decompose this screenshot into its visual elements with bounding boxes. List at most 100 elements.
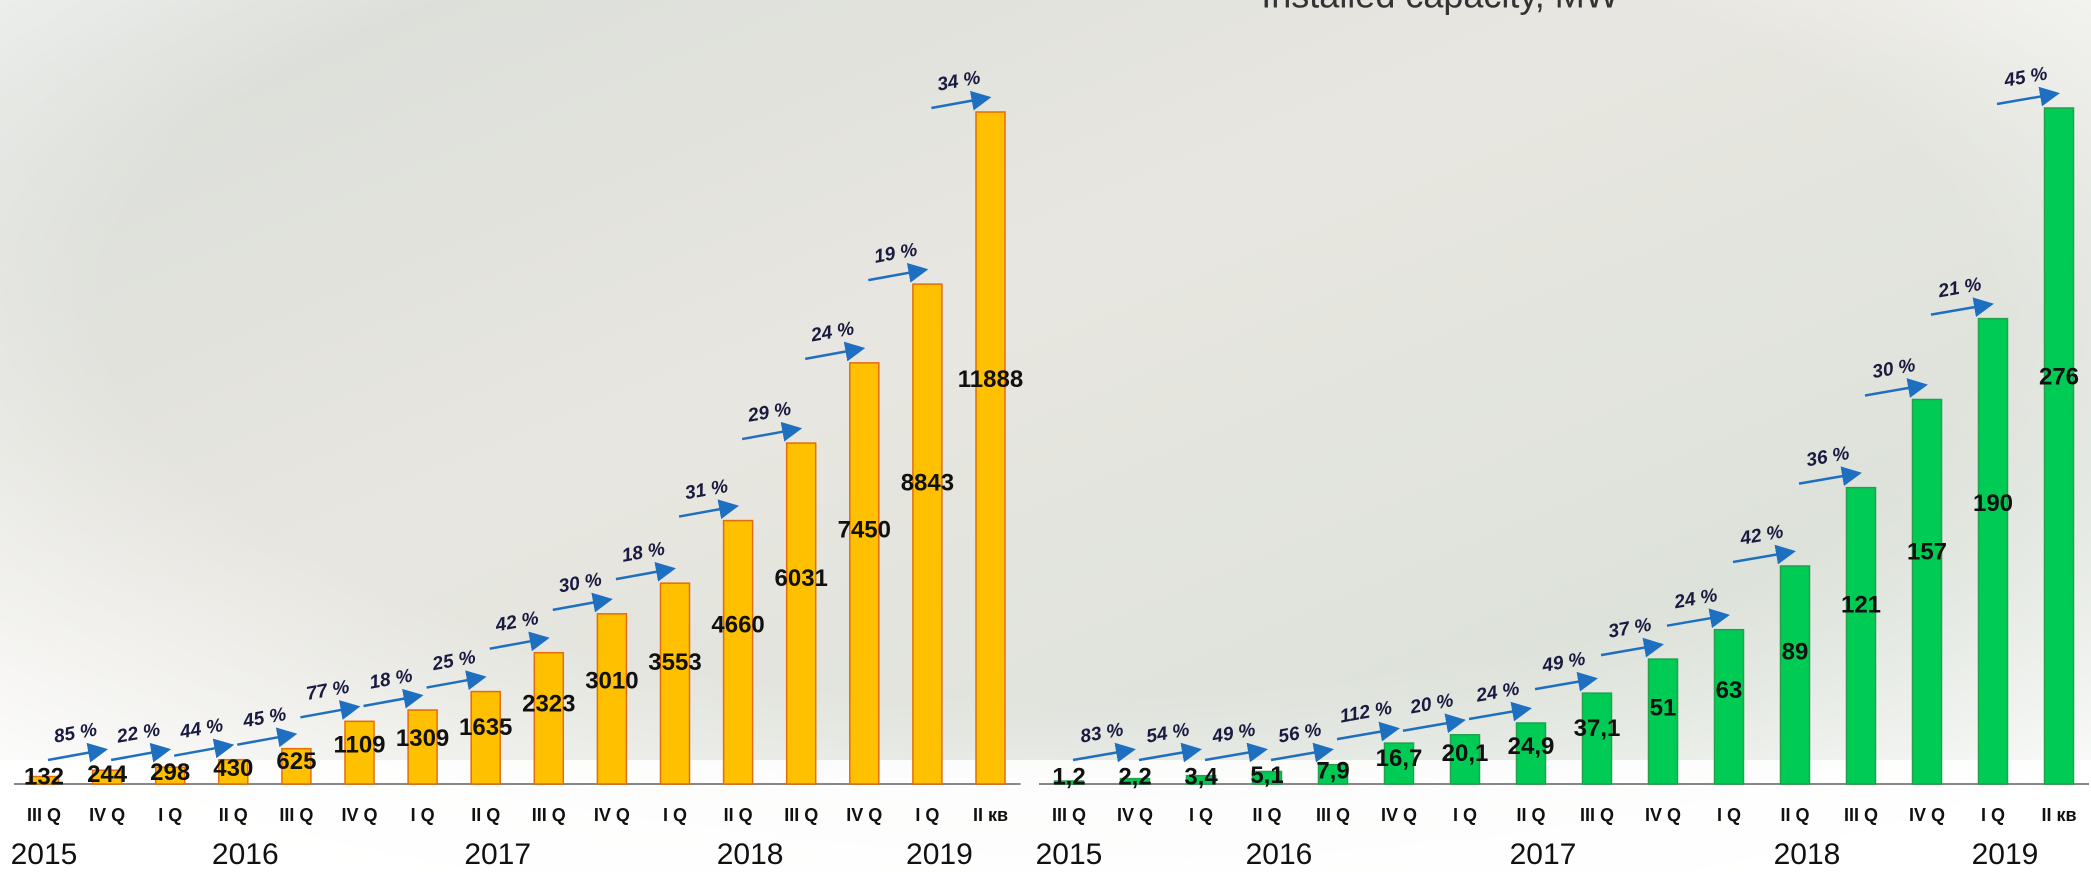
bar xyxy=(154,766,186,785)
year-label: 2019 xyxy=(1972,838,2039,871)
value-label: 3553 xyxy=(648,649,701,676)
growth-arrow xyxy=(1336,721,1400,742)
bar xyxy=(1317,763,1349,785)
x-tick-label: III Q xyxy=(27,805,61,825)
growth-arrow xyxy=(1138,742,1202,763)
bar xyxy=(1383,742,1415,785)
growth-arrow xyxy=(1798,466,1862,487)
growth-arrow xyxy=(1864,378,1928,398)
value-label: 1109 xyxy=(333,732,385,759)
growth-arrow xyxy=(110,742,172,763)
value-label: 7450 xyxy=(838,517,891,544)
growth-arrow xyxy=(804,341,866,362)
value-label: 3010 xyxy=(585,667,638,694)
growth-arrow xyxy=(1996,86,2060,107)
value-label: 5,1 xyxy=(1250,762,1283,789)
x-tick-label: I Q xyxy=(1717,805,1741,825)
growth-arrow xyxy=(1666,608,1730,629)
value-label: 2323 xyxy=(522,691,575,718)
x-tick-label: IV Q xyxy=(1117,805,1153,825)
x-tick-label: IV Q xyxy=(846,805,882,825)
bar xyxy=(28,775,60,785)
x-tick-label: IV Q xyxy=(89,805,125,825)
value-label: 11888 xyxy=(958,366,1023,393)
bar xyxy=(596,613,628,785)
x-tick-label: III Q xyxy=(1844,805,1878,825)
year-label: 2015 xyxy=(1036,838,1103,871)
value-label: 63 xyxy=(1716,677,1743,704)
value-label: 190 xyxy=(1973,490,2013,517)
growth-arrow xyxy=(1468,701,1532,722)
x-tick-label: I Q xyxy=(663,805,687,825)
x-tick-label: II Q xyxy=(724,805,753,825)
bar xyxy=(470,690,501,785)
growth-arrow xyxy=(868,262,929,283)
growth-arrow xyxy=(1732,544,1796,565)
x-tick-label: III Q xyxy=(1052,805,1086,825)
value-label: 1635 xyxy=(459,714,512,741)
value-label: 244 xyxy=(87,761,128,788)
bar xyxy=(1185,774,1217,785)
value-label: 7,9 xyxy=(1316,758,1349,785)
bar xyxy=(722,519,754,785)
bar xyxy=(218,758,249,785)
bar xyxy=(344,720,375,785)
growth-arrow xyxy=(1402,713,1466,734)
x-tick-label: IV Q xyxy=(594,805,630,825)
x-tick-label: III Q xyxy=(1316,805,1350,825)
value-label: 89 xyxy=(1782,639,1809,666)
value-label: 276 xyxy=(2039,364,2079,391)
x-tick-label: II кв xyxy=(2041,805,2076,825)
year-label: 2016 xyxy=(212,838,279,871)
growth-arrow xyxy=(678,499,740,520)
x-tick-label: II Q xyxy=(1252,805,1281,825)
x-tick-label: II Q xyxy=(1516,805,1545,825)
x-tick-label: III Q xyxy=(784,805,818,825)
growth-arrow xyxy=(363,688,424,709)
bar xyxy=(1251,770,1283,785)
year-label: 2017 xyxy=(1510,838,1577,871)
x-tick-label: I Q xyxy=(1453,805,1477,825)
year-label: 2017 xyxy=(464,838,531,871)
value-label: 1309 xyxy=(396,725,449,752)
x-tick-label: IV Q xyxy=(341,805,377,825)
bar xyxy=(1911,398,1943,785)
chart-title: Installed capacity, MW xyxy=(1261,0,1618,16)
year-label: 2019 xyxy=(906,838,973,871)
bar xyxy=(1515,722,1547,785)
value-label: 24,9 xyxy=(1508,733,1555,760)
value-label: 121 xyxy=(1841,592,1881,619)
growth-arrow xyxy=(173,738,235,759)
bar xyxy=(91,769,123,785)
growth-arrow xyxy=(237,727,298,748)
x-tick-label: I Q xyxy=(1189,805,1213,825)
bar xyxy=(1119,777,1151,785)
year-label: 2018 xyxy=(1774,838,1841,871)
x-tick-label: II Q xyxy=(1780,805,1809,825)
growth-arrow xyxy=(615,561,676,582)
year-label: 2018 xyxy=(717,838,784,871)
bar xyxy=(659,582,691,785)
growth-arrow xyxy=(1072,742,1136,763)
x-tick-label: III Q xyxy=(1580,805,1614,825)
x-tick-label: I Q xyxy=(1981,805,2005,825)
bar xyxy=(1581,692,1613,785)
growth-arrow xyxy=(1204,742,1268,763)
value-label: 4660 xyxy=(711,611,764,638)
growth-arrow xyxy=(1270,742,1334,763)
growth-arrow xyxy=(1930,297,1994,318)
year-label: 2016 xyxy=(1246,838,1313,871)
year-label: 2015 xyxy=(11,838,78,871)
x-tick-label: III Q xyxy=(532,805,566,825)
value-label: 3,4 xyxy=(1184,763,1218,790)
bar xyxy=(281,747,312,785)
growth-arrow xyxy=(47,742,109,763)
x-tick-label: IV Q xyxy=(1645,805,1681,825)
value-label: 8843 xyxy=(901,469,954,496)
value-label: 430 xyxy=(213,755,253,782)
growth-arrow xyxy=(552,592,613,613)
bar xyxy=(1053,780,1085,785)
value-label: 6031 xyxy=(775,565,828,592)
